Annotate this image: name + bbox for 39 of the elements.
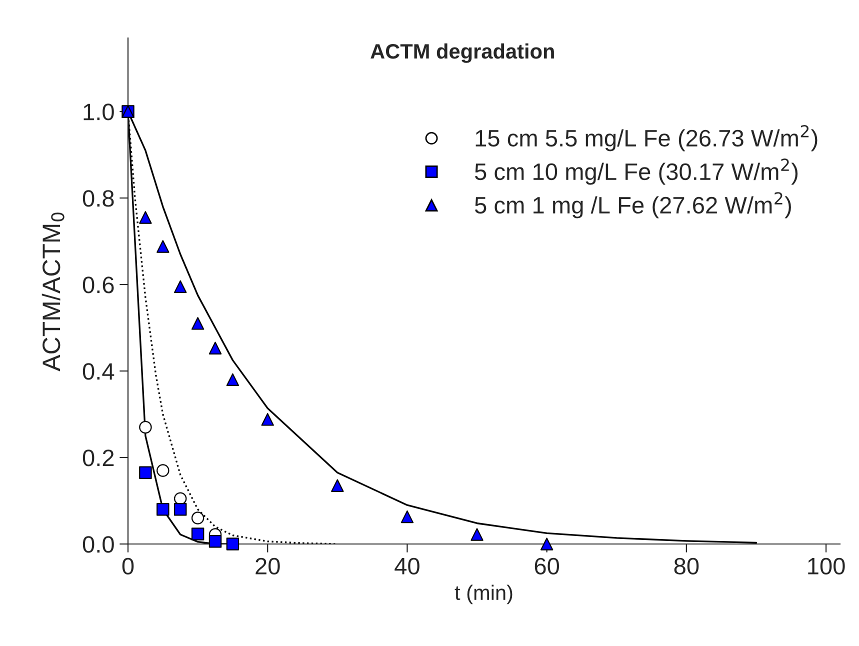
point: [139, 211, 152, 224]
y-axis-title: ACTM/ACTM$_{0}$: [42, 212, 64, 372]
point: [174, 492, 187, 505]
point: [174, 280, 187, 294]
point: [208, 535, 222, 548]
legend-label: 15 cm 5.5 mg/L Fe (26.73 W/m$^{2}$): [476, 125, 818, 152]
legend-label: 5 cm 10 mg/L Fe (30.17 W/m$^{2}$): [474, 158, 798, 185]
x-tick-label: 100: [808, 558, 845, 575]
point: [156, 240, 170, 253]
x-axis-title: t (min): [454, 584, 512, 604]
y-tick-label: 0.4: [82, 363, 114, 380]
y-tick-label: 1.0: [84, 104, 114, 120]
point: [470, 528, 484, 541]
x-tick-label: 80: [674, 558, 699, 575]
y-tick-label: 0.0: [82, 536, 114, 553]
point: [174, 503, 187, 516]
point: [139, 420, 152, 434]
point: [139, 466, 152, 480]
y-tick-label: 0.6: [82, 276, 114, 294]
point: [226, 373, 240, 386]
point: [191, 512, 204, 524]
y-tick-label: 0.2: [82, 450, 114, 466]
x-tick-label: 40: [394, 558, 420, 575]
x-tick-label: 20: [256, 558, 280, 575]
point: [191, 317, 204, 330]
point: [156, 464, 170, 477]
point: [540, 538, 554, 550]
x-tick-label: 60: [534, 558, 560, 575]
point: [156, 503, 170, 516]
point: [400, 510, 414, 524]
chart-title: ACTM degradation: [370, 43, 554, 63]
point: [191, 528, 204, 540]
point: [208, 342, 222, 354]
point: [261, 413, 274, 426]
point: [226, 538, 240, 550]
y-tick-label: 0.8: [82, 190, 114, 207]
legend-label: 5 cm 1 mg /L Fe (27.62 W/m$^{2}$): [474, 192, 791, 218]
x-tick-label: 0: [122, 558, 134, 575]
point: [331, 479, 344, 492]
